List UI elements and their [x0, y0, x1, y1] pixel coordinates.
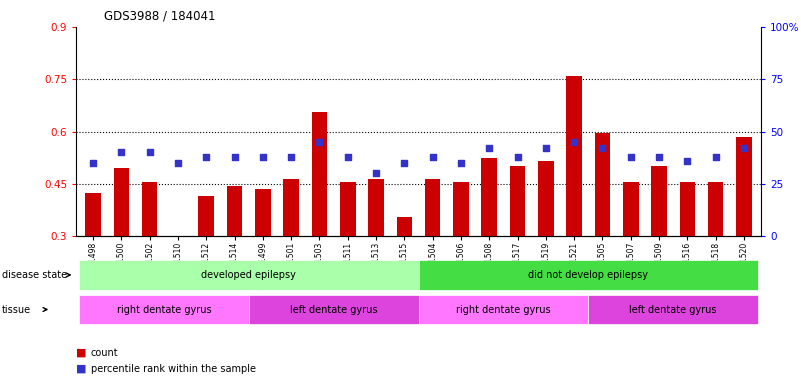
- Point: [228, 154, 241, 160]
- Bar: [509, 166, 525, 236]
- Text: GDS3988 / 184041: GDS3988 / 184041: [104, 10, 215, 23]
- Text: right dentate gyrus: right dentate gyrus: [456, 305, 551, 314]
- Point: [454, 160, 467, 166]
- Point: [483, 145, 496, 151]
- Point: [596, 145, 609, 151]
- Bar: [623, 182, 638, 236]
- Point: [200, 154, 213, 160]
- Bar: [566, 76, 582, 236]
- Point: [313, 139, 326, 145]
- Bar: [736, 137, 752, 236]
- Point: [709, 154, 722, 160]
- Bar: [594, 133, 610, 236]
- Point: [87, 160, 99, 166]
- Point: [256, 154, 269, 160]
- Bar: [85, 192, 101, 236]
- Point: [568, 139, 581, 145]
- Bar: [312, 113, 328, 236]
- Point: [653, 154, 666, 160]
- Bar: [538, 161, 553, 236]
- Point: [143, 149, 156, 156]
- Point: [681, 158, 694, 164]
- Point: [285, 154, 298, 160]
- Point: [738, 145, 751, 151]
- Bar: [255, 189, 271, 236]
- Text: count: count: [91, 348, 118, 358]
- Point: [426, 154, 439, 160]
- Point: [171, 160, 184, 166]
- Bar: [199, 196, 214, 236]
- Point: [370, 170, 383, 177]
- Bar: [340, 182, 356, 236]
- Point: [511, 154, 524, 160]
- Bar: [284, 179, 299, 236]
- Point: [539, 145, 552, 151]
- Text: tissue: tissue: [2, 305, 30, 314]
- Text: right dentate gyrus: right dentate gyrus: [116, 305, 211, 314]
- Text: ■: ■: [76, 348, 87, 358]
- Text: disease state: disease state: [2, 270, 66, 280]
- Point: [115, 149, 128, 156]
- Bar: [453, 182, 469, 236]
- Bar: [368, 179, 384, 236]
- Bar: [227, 185, 243, 236]
- Text: percentile rank within the sample: percentile rank within the sample: [91, 364, 256, 374]
- Bar: [708, 182, 723, 236]
- Bar: [114, 168, 129, 236]
- Point: [341, 154, 354, 160]
- Text: ■: ■: [76, 364, 87, 374]
- Point: [624, 154, 637, 160]
- Bar: [396, 217, 413, 236]
- Text: did not develop epilepsy: did not develop epilepsy: [529, 270, 648, 280]
- Bar: [142, 182, 158, 236]
- Bar: [425, 179, 441, 236]
- Point: [398, 160, 411, 166]
- Text: left dentate gyrus: left dentate gyrus: [290, 305, 377, 314]
- Text: left dentate gyrus: left dentate gyrus: [630, 305, 717, 314]
- Bar: [679, 182, 695, 236]
- Text: developed epilepsy: developed epilepsy: [201, 270, 296, 280]
- Bar: [651, 166, 667, 236]
- Bar: [481, 158, 497, 236]
